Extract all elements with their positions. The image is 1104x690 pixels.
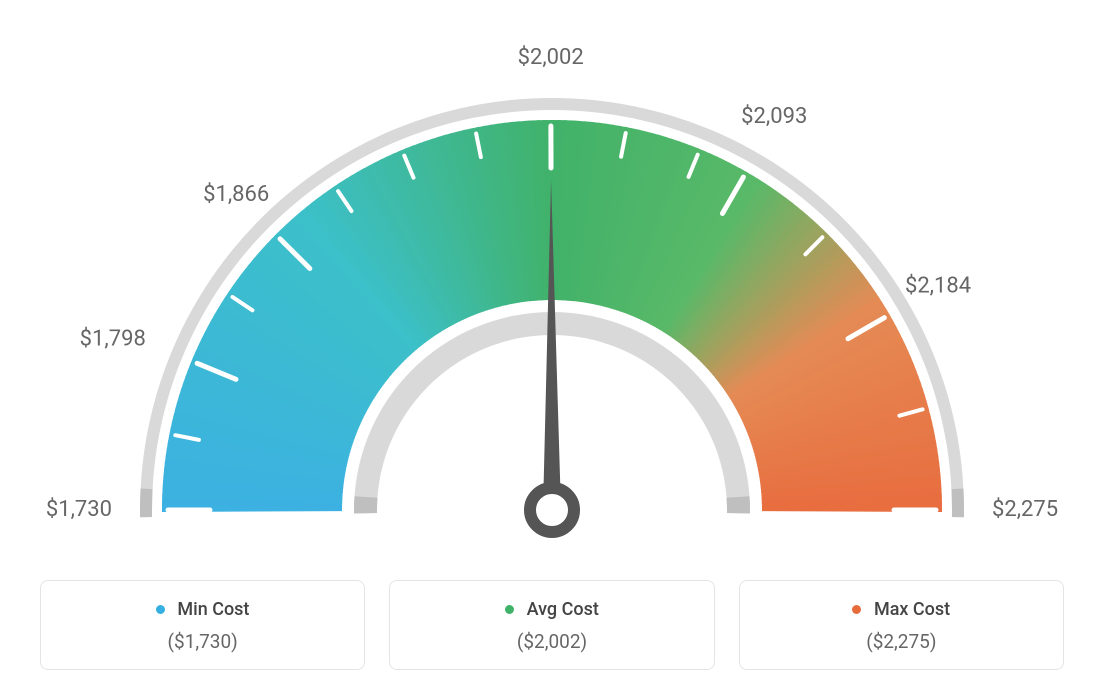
svg-text:$2,002: $2,002 (518, 45, 584, 70)
legend-card-max: Max Cost ($2,275) (739, 580, 1064, 670)
svg-text:$1,730: $1,730 (46, 497, 112, 522)
svg-text:$1,866: $1,866 (203, 182, 269, 207)
dot-avg (505, 605, 514, 614)
dot-min (156, 605, 165, 614)
legend-label-max: Max Cost (874, 599, 950, 620)
cost-gauge: $1,730 $1,798 $1,866 $2,002 $2,093 $2,184 $2,2… (0, 0, 1104, 560)
legend-value-min: ($1,730) (51, 630, 354, 653)
legend-value-avg: ($2,002) (400, 630, 703, 653)
legend-card-avg: Avg Cost ($2,002) (389, 580, 714, 670)
legend-label-min: Min Cost (177, 599, 249, 620)
svg-text:$1,798: $1,798 (80, 326, 146, 351)
legend-label-avg: Avg Cost (527, 599, 599, 620)
legend-card-min: Min Cost ($1,730) (40, 580, 365, 670)
svg-text:$2,184: $2,184 (905, 273, 971, 298)
svg-text:$2,275: $2,275 (992, 497, 1058, 522)
svg-text:$2,093: $2,093 (741, 104, 807, 129)
legend-row: Min Cost ($1,730) Avg Cost ($2,002) Max … (40, 580, 1064, 670)
dot-max (852, 605, 861, 614)
legend-value-max: ($2,275) (750, 630, 1053, 653)
